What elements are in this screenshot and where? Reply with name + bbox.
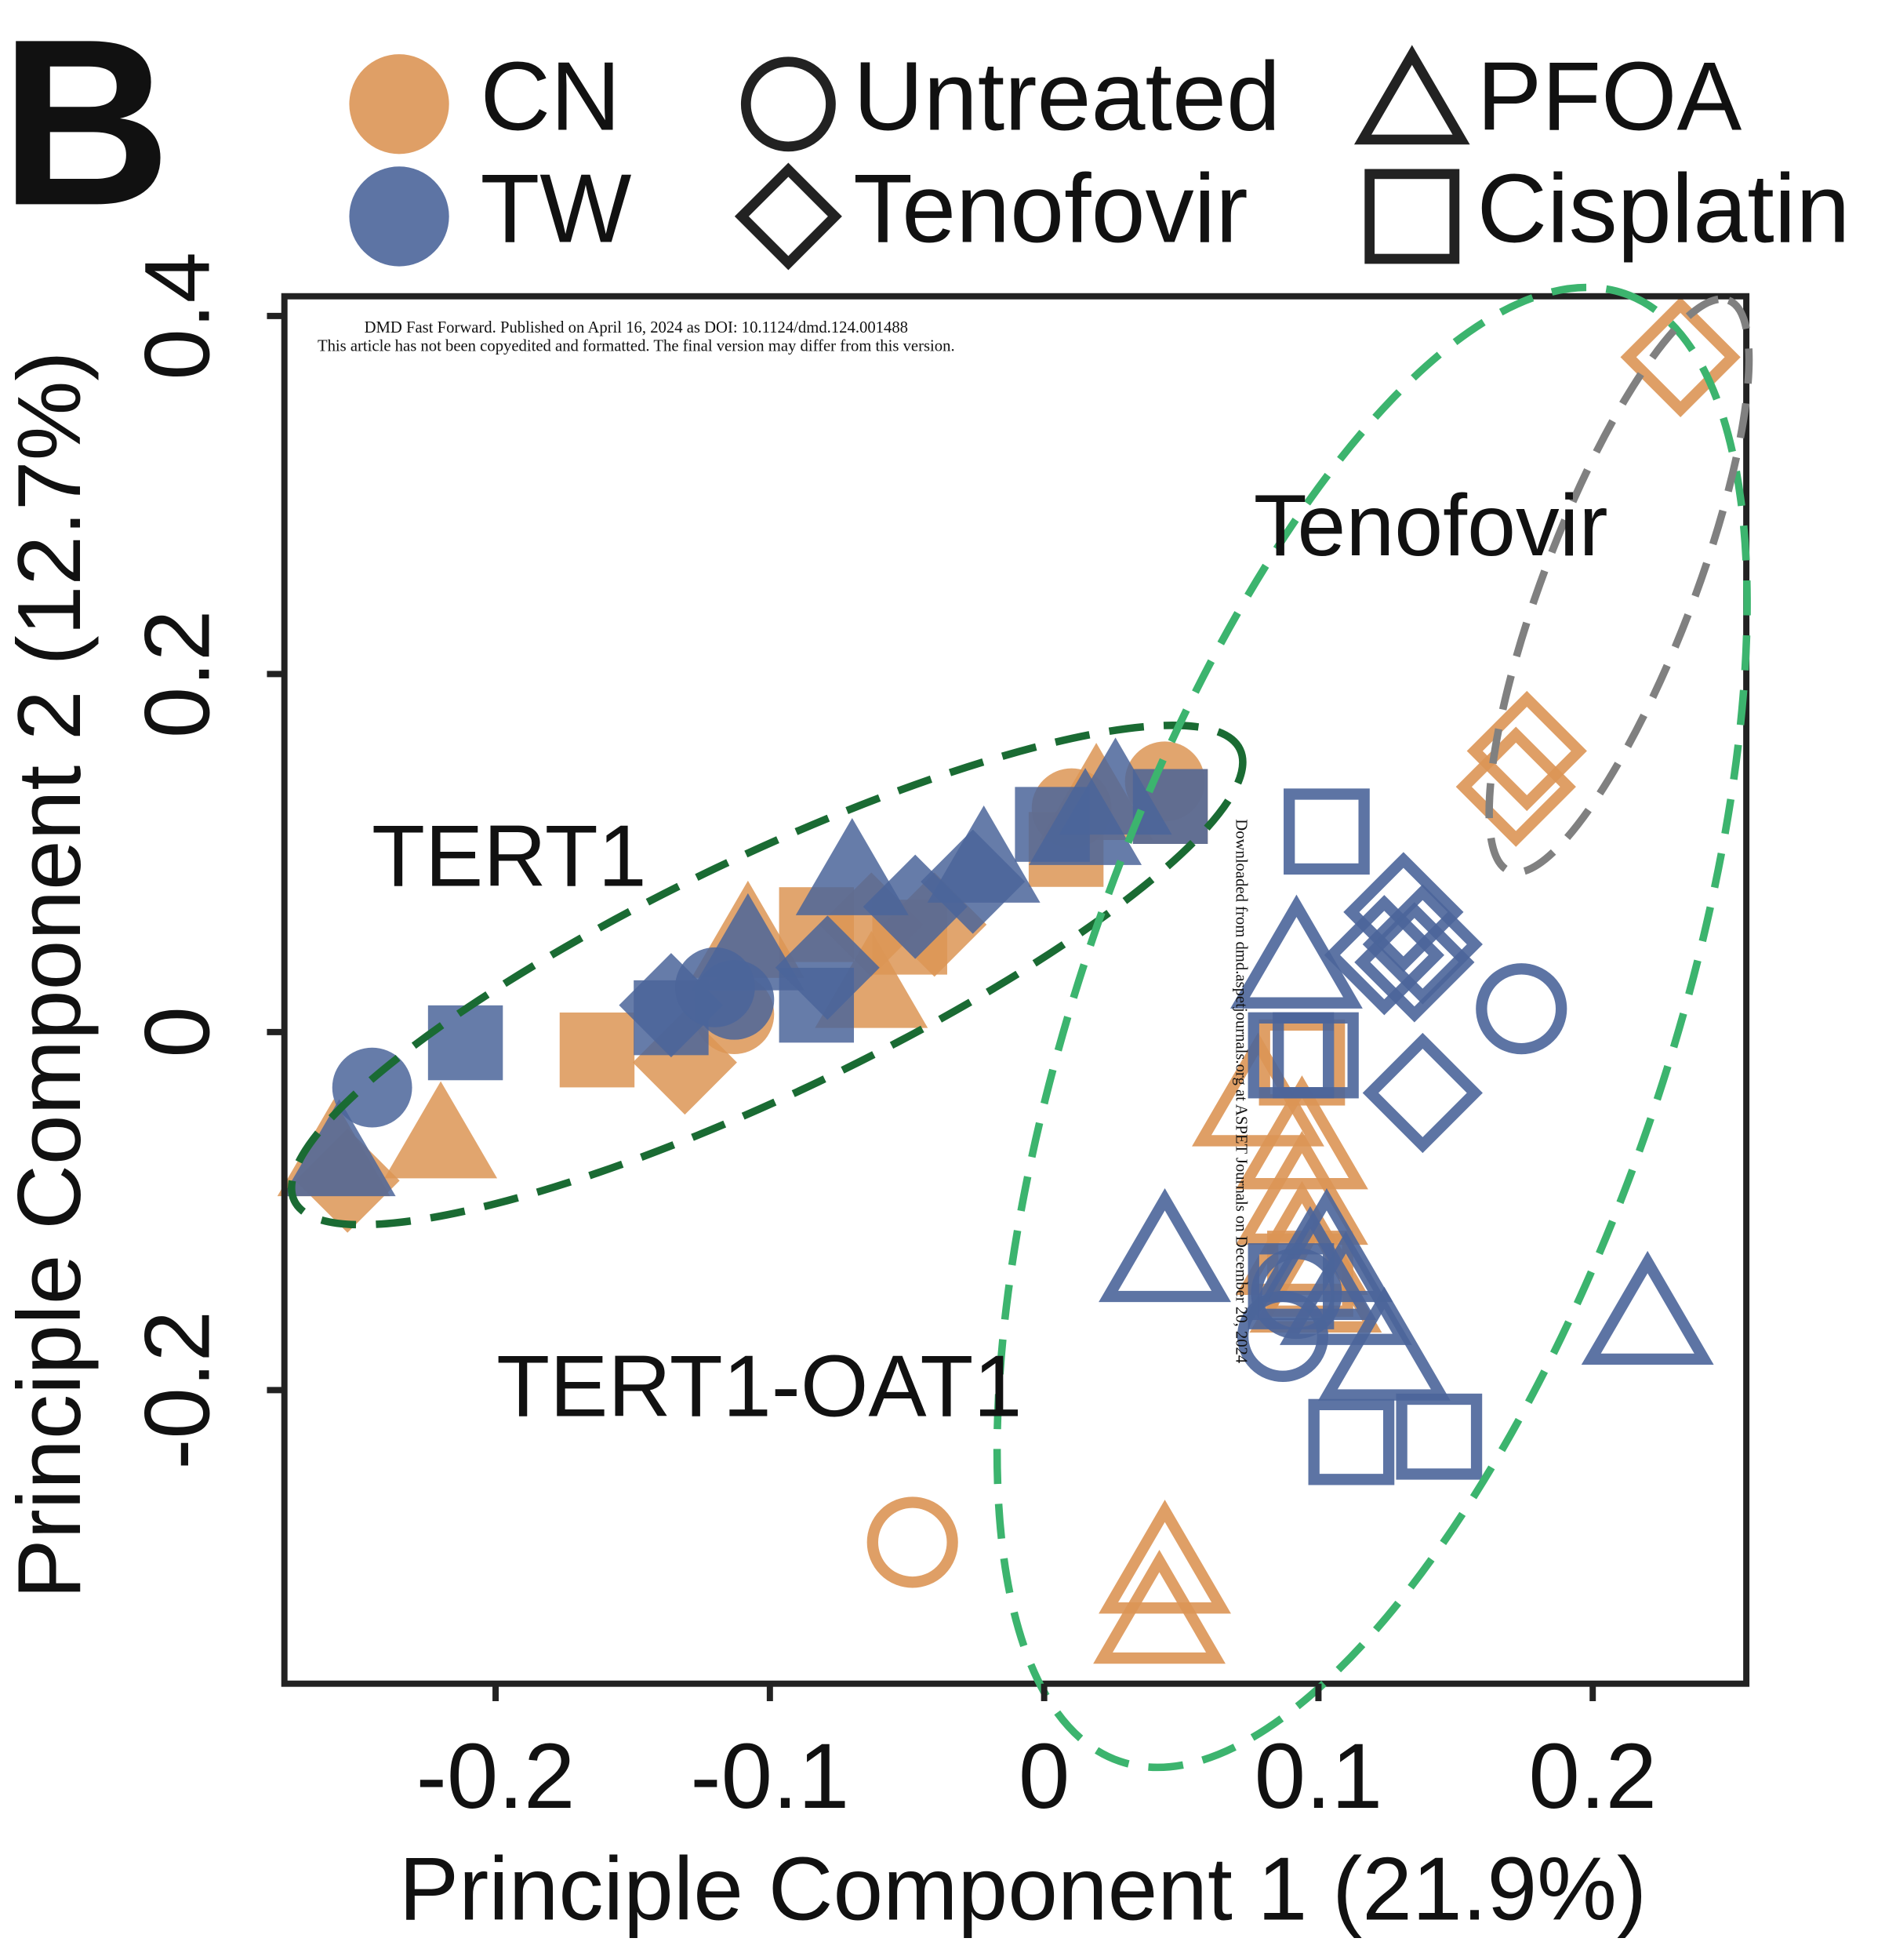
point: [674, 947, 755, 1027]
legend-swatch: [349, 54, 449, 155]
point: [1284, 788, 1370, 875]
y-tick-label: -0.2: [125, 1311, 229, 1470]
point: [1099, 1500, 1231, 1614]
tenofovir-outline: [1485, 295, 1753, 877]
watermark: Downloaded from dmd.aspetjournals.org at…: [1232, 819, 1249, 1364]
panel-label: B: [0, 0, 171, 255]
point: [1308, 1398, 1395, 1485]
x-tick-label: 0: [1019, 1724, 1070, 1827]
point: [1362, 1032, 1483, 1154]
point: [1248, 1243, 1335, 1329]
legend-label: CN: [480, 43, 620, 151]
point: [1093, 1550, 1226, 1664]
point: [1259, 1019, 1346, 1106]
point: [1476, 963, 1567, 1055]
legend-swatch: [740, 56, 836, 152]
x-axis-label: Principle Component 1 (21.9%): [399, 1838, 1647, 1939]
x-tick-label: -0.2: [416, 1724, 576, 1827]
annotation: TERT1-OAT1: [496, 1336, 1022, 1435]
point: [384, 1081, 498, 1179]
point: [1581, 1250, 1714, 1365]
y-tick-label: 0.4: [125, 252, 229, 380]
tert1-outline: [288, 722, 1247, 1229]
point: [1324, 895, 1444, 1016]
point: [1279, 1231, 1412, 1345]
point: [1230, 894, 1363, 1009]
plot-frame: [281, 293, 1750, 1687]
legend-swatch: [1364, 169, 1460, 264]
point: [1029, 768, 1142, 865]
point: [921, 829, 1026, 934]
point: [1466, 690, 1587, 812]
legend-swatch: [1353, 45, 1470, 145]
legend-label: PFOA: [1476, 43, 1742, 151]
point: [1396, 1393, 1483, 1480]
point: [559, 1012, 635, 1088]
watermark: This article has not been copyedited and…: [318, 338, 955, 355]
points: [277, 296, 1741, 1664]
point: [866, 1496, 958, 1588]
point: [1099, 1187, 1231, 1303]
point: [332, 1047, 412, 1128]
oat1-outline: [993, 283, 1751, 1772]
y-tick-label: 0: [125, 1006, 229, 1057]
legend-label: Cisplatin: [1476, 155, 1850, 264]
point: [1317, 1286, 1451, 1401]
watermark: DMD Fast Forward. Published on April 16,…: [365, 319, 908, 336]
legend-swatch: [349, 166, 449, 267]
annotation: TERT1: [372, 806, 647, 904]
y-axis-label: Principle Component 2 (12.7%): [0, 351, 100, 1598]
point: [1248, 1012, 1335, 1099]
point: [1343, 852, 1464, 973]
point: [1455, 726, 1576, 847]
point: [1362, 884, 1483, 1005]
annotation: Tenofovir: [1254, 476, 1608, 574]
legend-label: Tenofovir: [853, 155, 1248, 264]
legend-label: TW: [480, 155, 631, 264]
point: [1620, 296, 1741, 417]
x-tick-label: -0.1: [690, 1724, 849, 1827]
legend-label: Untreated: [853, 43, 1280, 151]
x-tick-label: 0.2: [1528, 1724, 1657, 1827]
point: [1354, 902, 1475, 1023]
legend-swatch: [734, 162, 842, 271]
point: [282, 1099, 396, 1197]
x-tick-label: 0.1: [1255, 1724, 1383, 1827]
point: [427, 1005, 503, 1081]
y-tick-label: 0.2: [125, 610, 229, 739]
cluster-outlines: [288, 283, 1753, 1772]
point: [863, 854, 968, 959]
